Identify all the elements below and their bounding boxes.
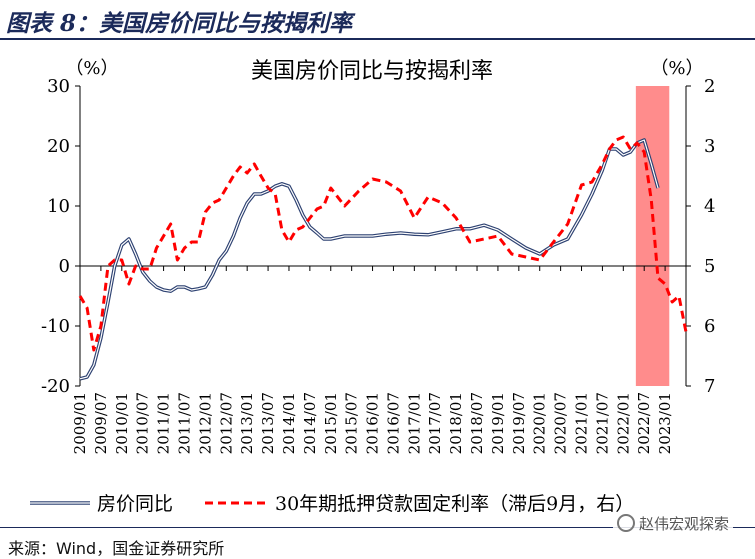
right-tick-label: 5 (704, 256, 715, 277)
legend-house-price-label: 房价同比 (97, 493, 173, 515)
x-tick-label: 2012/07 (217, 392, 235, 454)
x-tick-label: 2009/01 (71, 392, 89, 454)
right-tick-label: 7 (704, 376, 715, 397)
series-layer (78, 135, 688, 381)
legend-mortgage-label: 30年期抵押贷款固定利率（滞后9月，右） (275, 493, 634, 515)
x-tick-label: 2023/01 (656, 392, 674, 454)
x-tick-label: 2021/07 (593, 392, 611, 454)
chart-title: 美国房价同比与按揭利率 (251, 59, 493, 84)
left-axis-unit: （%） (65, 58, 118, 79)
x-tick-label: 2021/01 (573, 392, 591, 454)
x-tick-label: 2016/01 (364, 392, 382, 454)
x-tick-label: 2011/01 (155, 392, 173, 454)
x-tick-label: 2019/01 (489, 392, 507, 454)
x-tick-label: 2015/07 (343, 392, 361, 454)
axes-group: -20 -10 0 10 20 30 7 6 5 4 3 2 2009/01 2009/07 2010/01… (41, 76, 715, 454)
legend: 房价同比 30年期抵押贷款固定利率（滞后9月，右） (30, 493, 634, 515)
left-tick-label: -20 (41, 376, 70, 397)
right-tick-label: 4 (704, 196, 715, 217)
x-tick-label: 2016/07 (384, 392, 402, 454)
x-tick-label: 2018/01 (447, 392, 465, 454)
x-tick-label: 2019/07 (510, 392, 528, 454)
mortgage-rate-line (78, 135, 688, 352)
title-rule (0, 38, 755, 40)
x-tick-label: 2014/07 (301, 392, 319, 454)
left-tick-label: 0 (59, 256, 70, 277)
x-tick-label: 2011/07 (175, 392, 193, 454)
x-tick-label: 2018/07 (468, 392, 486, 454)
right-tick-label: 3 (704, 136, 715, 157)
x-tick-label: 2020/07 (552, 392, 570, 454)
figure-title: 图表 8：美国房价同比与按揭利率 (6, 10, 353, 37)
x-tick-label: 2009/07 (92, 392, 110, 454)
x-tick-label: 2017/01 (405, 392, 423, 454)
x-tick-label: 2010/07 (134, 392, 152, 454)
house-price-line-outer (79, 138, 660, 381)
x-tick-label: 2013/01 (238, 392, 256, 454)
watermark-text: 赵伟宏观探索 (638, 515, 729, 533)
left-tick-label: -10 (41, 316, 70, 337)
x-tick-label: 2010/01 (113, 392, 131, 454)
source-note: 来源：Wind，国金证券研究所 (8, 539, 225, 558)
left-tick-label: 20 (47, 136, 70, 157)
x-tick-label: 2012/01 (196, 392, 214, 454)
x-tick-label: 2022/07 (635, 392, 653, 454)
left-tick-label: 30 (47, 76, 70, 97)
watermark: 赵伟宏观探索 (612, 513, 733, 534)
house-price-line-inner (79, 139, 659, 380)
x-tick-label: 2022/01 (614, 392, 632, 454)
x-tick-label: 2020/01 (531, 392, 549, 454)
highlight-band (635, 86, 670, 386)
x-tick-label: 2013/07 (259, 392, 277, 454)
wechat-icon (616, 514, 635, 532)
right-tick-label: 6 (704, 316, 715, 337)
bottom-rule (0, 527, 755, 528)
right-tick-label: 2 (704, 76, 715, 97)
right-axis-unit: （%） (650, 58, 703, 79)
left-tick-label: 10 (47, 196, 70, 217)
x-tick-label: 2014/01 (280, 392, 298, 454)
x-tick-label: 2017/07 (426, 392, 444, 454)
x-tick-label: 2015/01 (322, 392, 340, 454)
